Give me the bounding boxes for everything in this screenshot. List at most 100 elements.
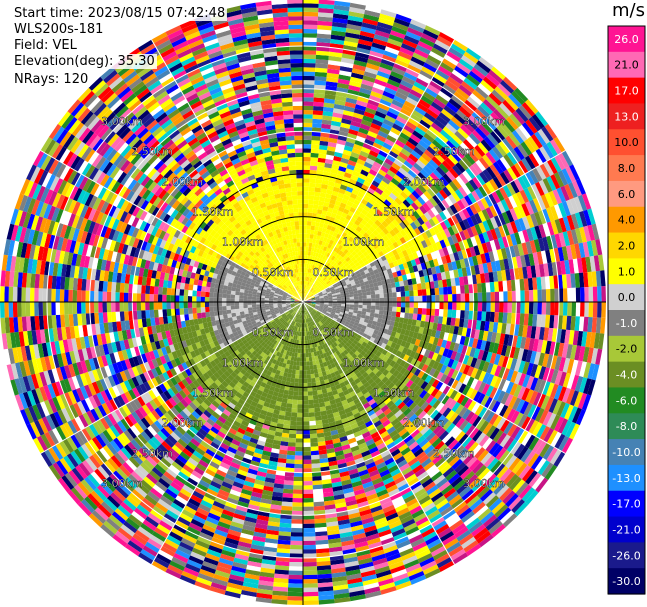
gate-cell	[451, 234, 459, 244]
gate-cell	[303, 191, 309, 196]
gate-cell	[436, 338, 444, 347]
gate-cell	[330, 212, 337, 219]
gate-cell	[303, 361, 307, 366]
gate-cell	[369, 245, 376, 252]
gate-cell	[311, 260, 314, 265]
gate-cell	[378, 66, 392, 75]
gate-cell	[311, 298, 316, 300]
gate-cell	[464, 153, 476, 165]
gate-cell	[399, 280, 405, 287]
gate-cell	[392, 271, 398, 278]
gate-cell	[315, 174, 323, 180]
gate-cell	[405, 172, 415, 182]
gate-cell	[303, 459, 312, 465]
gate-cell	[351, 116, 363, 124]
gate-cell	[303, 135, 312, 141]
gate-cell	[382, 241, 389, 249]
gate-cell	[563, 302, 568, 316]
gate-cell	[348, 248, 355, 254]
gate-cell	[462, 121, 475, 133]
gate-cell	[558, 202, 567, 218]
gate-cell	[438, 32, 455, 44]
gate-cell	[331, 116, 342, 123]
gate-cell	[374, 313, 379, 318]
gate-cell	[365, 272, 371, 278]
gate-cell	[315, 178, 323, 184]
gate-cell	[597, 302, 602, 318]
gate-cell	[307, 221, 312, 226]
gate-cell	[311, 298, 316, 301]
gate-cell	[499, 302, 504, 313]
gate-cell	[442, 143, 454, 155]
gate-cell	[417, 289, 423, 296]
gate-cell	[546, 141, 558, 157]
gate-cell	[284, 415, 291, 421]
gate-cell	[375, 302, 380, 306]
gate-cell	[328, 264, 333, 269]
gate-cell	[315, 305, 320, 308]
gate-cell	[517, 176, 528, 190]
gate-cell	[535, 148, 547, 164]
gate-cell	[303, 233, 307, 239]
gate-cell	[453, 326, 459, 335]
gate-cell	[287, 587, 303, 593]
gate-cell	[332, 294, 337, 298]
gate-cell	[326, 150, 335, 156]
gate-cell	[456, 293, 461, 302]
gate-cell	[316, 262, 321, 267]
gate-cell	[413, 290, 419, 297]
gate-cell	[526, 325, 533, 339]
gate-cell	[326, 289, 331, 293]
gate-cell	[305, 289, 308, 294]
gate-cell	[328, 303, 333, 306]
gate-cell	[320, 136, 329, 142]
gate-cell	[566, 230, 575, 246]
gate-cell	[306, 268, 309, 273]
gate-cell	[425, 129, 438, 140]
gate-cell	[353, 293, 359, 297]
gate-cell	[454, 189, 465, 200]
gate-cell	[317, 253, 322, 259]
gate-cell	[416, 249, 423, 258]
gate-cell	[528, 153, 540, 168]
gate-cell	[304, 294, 307, 299]
gate-cell	[312, 289, 316, 294]
gate-cell	[343, 287, 349, 291]
gate-cell	[316, 33, 332, 39]
gate-cell	[299, 365, 303, 371]
gate-cell	[520, 302, 525, 314]
gate-cell	[334, 286, 339, 290]
gate-cell	[334, 276, 339, 282]
gate-cell	[439, 239, 447, 249]
gate-cell	[345, 297, 350, 300]
gate-cell	[525, 99, 539, 114]
gate-cell	[287, 596, 303, 601]
gate-cell	[450, 243, 458, 254]
gate-cell	[450, 151, 462, 163]
gate-cell	[305, 250, 309, 256]
gate-cell	[315, 239, 320, 245]
gate-cell	[366, 294, 372, 299]
gate-cell	[312, 394, 319, 400]
gate-cell	[475, 174, 486, 186]
gate-cell	[336, 294, 341, 297]
gate-cell	[313, 493, 324, 498]
gate-cell	[306, 238, 310, 243]
gate-cell	[349, 124, 360, 132]
gate-cell	[315, 300, 320, 302]
gate-cell	[371, 298, 376, 302]
gate-cell	[441, 58, 457, 70]
gate-cell	[542, 178, 553, 193]
gate-cell	[480, 79, 495, 93]
gate-cell	[313, 97, 325, 103]
gate-cell	[565, 166, 576, 183]
gate-cell	[283, 484, 294, 490]
gate-cell	[307, 299, 312, 301]
gate-cell	[354, 219, 361, 226]
gate-cell	[304, 280, 307, 286]
gate-cell	[352, 64, 366, 72]
gate-cell	[400, 163, 411, 173]
gate-cell	[381, 122, 393, 131]
gate-cell	[467, 319, 473, 329]
gate-cell	[384, 114, 396, 124]
